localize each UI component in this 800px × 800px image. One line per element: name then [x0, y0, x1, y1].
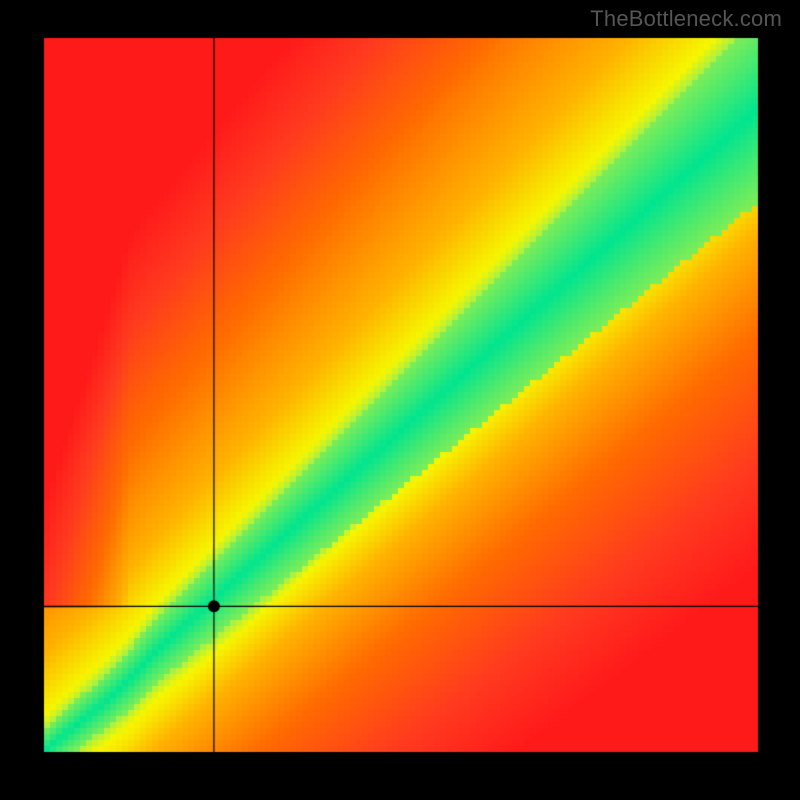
watermark-text: TheBottleneck.com	[590, 6, 782, 32]
bottleneck-heatmap	[0, 0, 800, 800]
chart-container: TheBottleneck.com	[0, 0, 800, 800]
